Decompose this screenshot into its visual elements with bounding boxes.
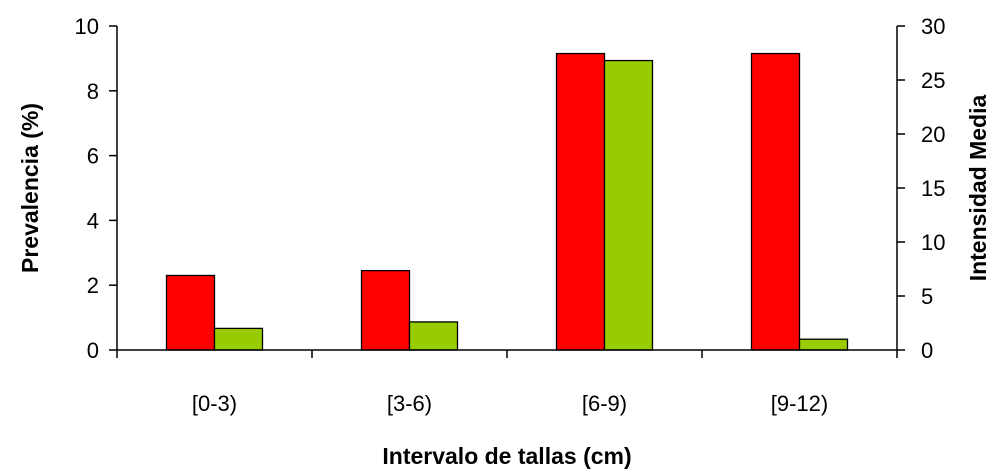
x-tick-label: [9-12) bbox=[771, 391, 828, 416]
bar-series2-0 bbox=[213, 327, 264, 351]
y-axis-title: Prevalencia (%) bbox=[17, 103, 43, 273]
bar-series1-0 bbox=[165, 274, 216, 351]
y-tick-label: 0 bbox=[87, 338, 99, 363]
y2-tick-label: 5 bbox=[921, 284, 933, 309]
y2-tick-label: 20 bbox=[921, 122, 945, 147]
y-tick-label: 8 bbox=[87, 79, 99, 104]
bar-series1-3 bbox=[750, 52, 801, 351]
y-tick-label: 10 bbox=[75, 14, 99, 39]
y2-tick-label: 0 bbox=[921, 338, 933, 363]
y-tick-label: 6 bbox=[87, 144, 99, 169]
tick-labels-layer: 0 2 4 6 8 10 0 5 10 15 20 25 30 [0-3) [3-6) [6-9) [9-12) bbox=[75, 14, 946, 416]
bar-series2-3 bbox=[798, 338, 849, 351]
bar-series1-2 bbox=[555, 52, 606, 351]
x-axis-title: Intervalo de tallas (cm) bbox=[382, 443, 631, 469]
x-tick-label: [3-6) bbox=[387, 391, 432, 416]
bar-series1-1 bbox=[360, 269, 411, 351]
bar-series2-2 bbox=[603, 59, 654, 351]
x-tick-label: [0-3) bbox=[192, 391, 237, 416]
x-tick-label: [6-9) bbox=[582, 391, 627, 416]
y2-axis-title: Intensidad Media bbox=[965, 95, 991, 282]
y-tick-label: 2 bbox=[87, 273, 99, 298]
ticks-layer bbox=[109, 25, 905, 358]
y-tick-label: 4 bbox=[87, 208, 99, 233]
y2-tick-label: 15 bbox=[921, 176, 945, 201]
y2-tick-label: 25 bbox=[921, 68, 945, 93]
bars-layer bbox=[165, 52, 849, 351]
bar-series2-1 bbox=[408, 321, 459, 351]
y2-tick-label: 10 bbox=[921, 230, 945, 255]
y2-tick-label: 30 bbox=[921, 14, 945, 39]
